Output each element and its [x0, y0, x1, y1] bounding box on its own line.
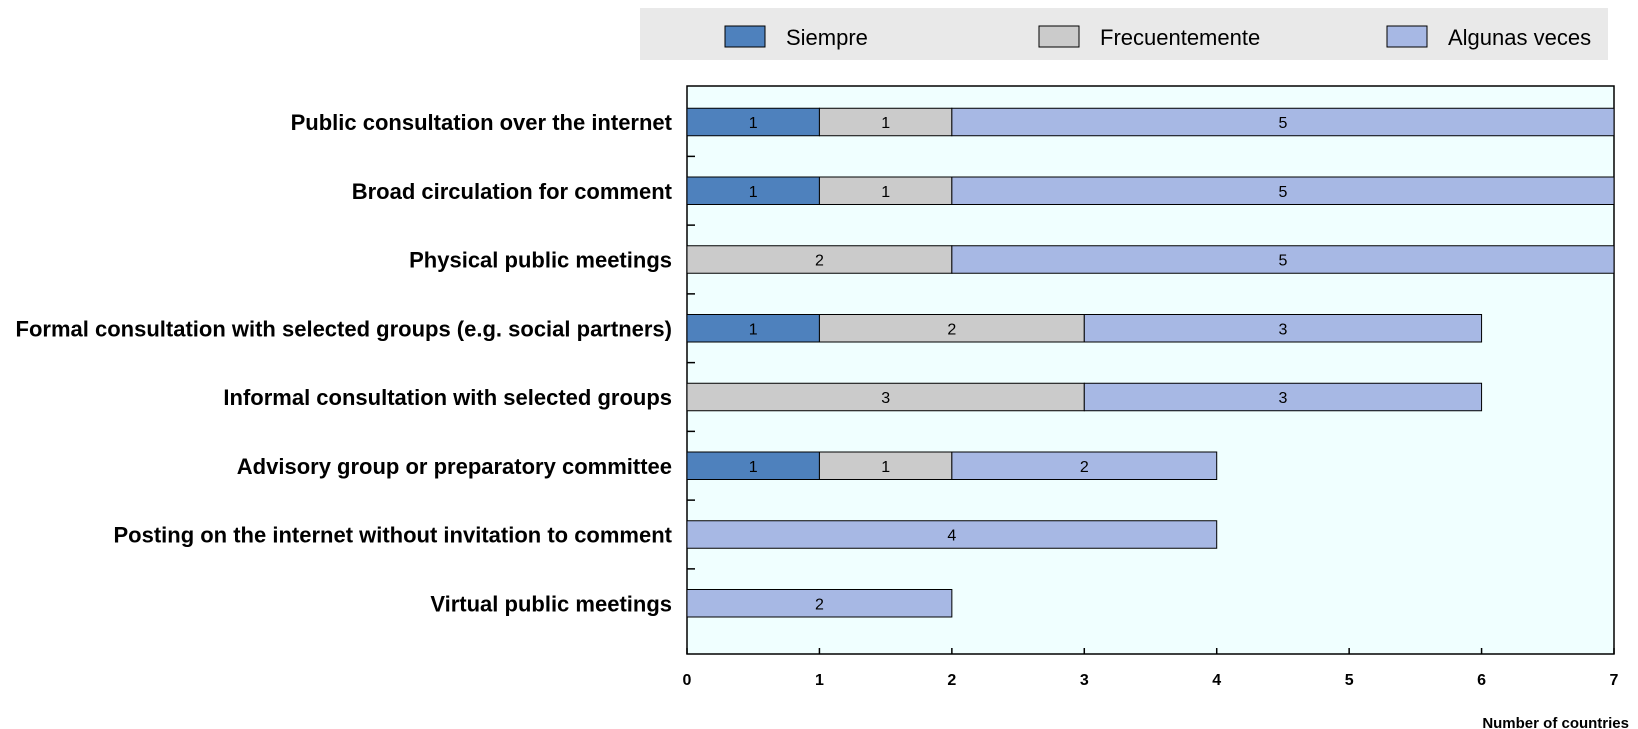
bar-segment-algunas-veces: [951, 176, 1615, 205]
bar-value-label: 5: [1278, 253, 1287, 270]
bar-value-label: 1: [749, 321, 758, 338]
bar-value-label: 3: [1278, 321, 1287, 338]
bar-segment-algunas-veces: [951, 107, 1615, 137]
bar-segment-siempre: [686, 107, 820, 137]
bar-segment-frecuentemente: [818, 451, 953, 480]
bar-segment-algunas-veces: [1083, 382, 1483, 412]
bar-value-label: 1: [881, 115, 890, 132]
x-tick-label: 0: [683, 672, 692, 689]
x-tick-label: 5: [1345, 672, 1354, 689]
bar-segment-frecuentemente: [818, 314, 1085, 343]
x-tick-label: 4: [1212, 672, 1221, 689]
legend-swatch-frecuentemente: [1038, 25, 1080, 48]
bar-value-label: 4: [947, 528, 956, 545]
legend-swatch-algunas-veces: [1386, 25, 1428, 48]
bar-value-label: 2: [947, 321, 956, 338]
bar-segment-algunas-veces: [951, 245, 1615, 274]
x-tick-label: 1: [815, 672, 824, 689]
bar-value-label: 1: [749, 459, 758, 476]
legend-label-siempre: Siempre: [786, 25, 868, 50]
bar-segment-frecuentemente: [686, 245, 953, 274]
category-label: Informal consultation with selected grou…: [223, 385, 672, 410]
legend-swatch-siempre: [724, 25, 766, 48]
bars: 1 1 5 1 1 5 2 5 1 2 3 3 3 1 1 2 4 2: [686, 107, 1615, 618]
bar-value-label: 5: [1278, 184, 1287, 201]
x-tick-label: 6: [1477, 672, 1486, 689]
category-label: Broad circulation for comment: [352, 179, 673, 204]
bar-value-label: 2: [815, 596, 824, 613]
bar-value-label: 1: [749, 184, 758, 201]
category-labels: Public consultation over the internet Bro…: [16, 110, 695, 616]
bar-segment-algunas-veces: [686, 589, 953, 618]
bar-segment-frecuentemente: [818, 176, 953, 205]
legend-box: [640, 8, 1608, 60]
bar-value-label: 1: [881, 184, 890, 201]
bar-value-label: 3: [1278, 390, 1287, 407]
category-label: Advisory group or preparatory committee: [237, 454, 672, 479]
bar-segment-siempre: [686, 176, 820, 205]
x-tick-label: 7: [1610, 672, 1619, 689]
x-tick-label: 3: [1080, 672, 1089, 689]
bar-value-label: 5: [1278, 115, 1287, 132]
bar-value-label: 2: [1080, 459, 1089, 476]
bar-segment-siempre: [686, 314, 820, 343]
bar-segment-algunas-veces: [951, 451, 1218, 480]
x-tick-label: 2: [947, 672, 956, 689]
x-axis-title: Number of countries: [1482, 715, 1629, 729]
category-label: Physical public meetings: [409, 248, 672, 273]
category-label: Posting on the internet without invitati…: [113, 523, 672, 548]
category-label: Formal consultation with selected groups…: [16, 316, 672, 341]
category-label: Virtual public meetings: [430, 591, 672, 616]
bar-segment-algunas-veces: [1083, 314, 1483, 343]
plot-area: [686, 85, 1615, 655]
bar-segment-siempre: [686, 451, 820, 480]
category-label: Public consultation over the internet: [291, 110, 673, 135]
legend: Siempre Frecuentemente Algunas veces: [724, 25, 1591, 50]
bar-segment-frecuentemente: [686, 382, 1085, 412]
bar-value-label: 2: [815, 253, 824, 270]
bar-value-label: 3: [881, 390, 890, 407]
bar-value-label: 1: [881, 459, 890, 476]
bar-segment-algunas-veces: [686, 520, 1218, 549]
legend-label-frecuentemente: Frecuentemente: [1100, 25, 1260, 50]
legend-label-algunas-veces: Algunas veces: [1448, 25, 1591, 50]
x-axis-ticks: 0 1 2 3 4 5 6 7: [683, 648, 1619, 689]
bar-value-label: 1: [749, 115, 758, 132]
